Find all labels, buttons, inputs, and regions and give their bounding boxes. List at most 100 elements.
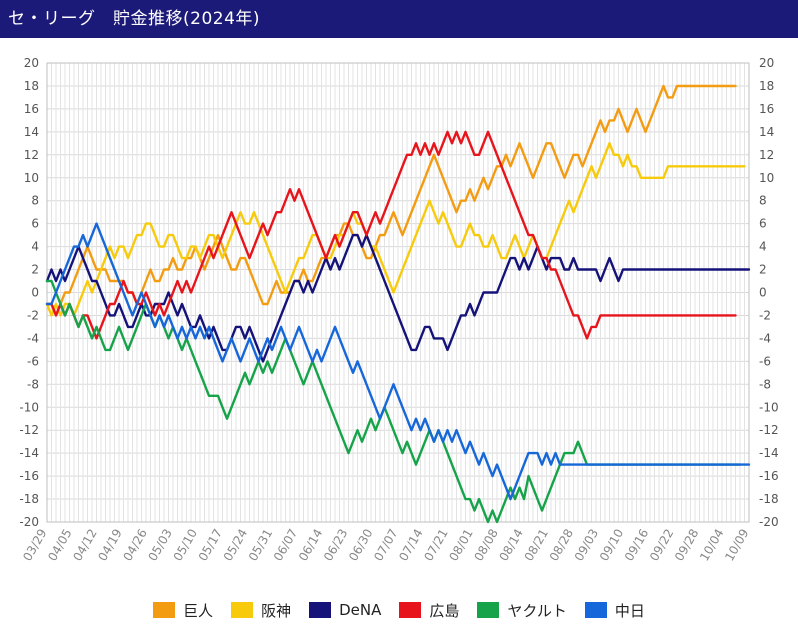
- y-tick-label-left: -12: [19, 423, 39, 437]
- y-tick-label-right: -12: [759, 423, 779, 437]
- y-tick-label-left: 4: [31, 240, 39, 254]
- y-tick-label-right: -4: [759, 331, 771, 345]
- x-tick-label: 09/10: [597, 527, 626, 564]
- y-tick-label-right: -10: [759, 400, 779, 414]
- series-lines: [45, 84, 751, 524]
- series-line-広島: [45, 130, 737, 340]
- x-tick-label: 06/14: [296, 527, 325, 564]
- legend-label: ヤクルト: [507, 601, 567, 620]
- legend-swatch: [584, 602, 607, 618]
- y-tick-label-right: 20: [759, 56, 774, 70]
- legend-swatch: [309, 602, 332, 618]
- x-tick-label: 07/07: [371, 527, 400, 564]
- y-tick-label-left: 20: [24, 56, 39, 70]
- x-tick-label: 05/03: [146, 527, 175, 564]
- y-tick-label-left: -4: [27, 331, 39, 345]
- y-tick-label-right: 10: [759, 171, 774, 185]
- x-tick-label: 04/26: [120, 527, 149, 564]
- series-line-DeNA: [45, 233, 751, 363]
- y-tick-label-right: -6: [759, 354, 771, 368]
- y-tick-label-right: 0: [759, 286, 767, 300]
- y-tick-label-right: 14: [759, 125, 774, 139]
- series-line-巨人: [45, 84, 737, 317]
- y-tick-label-left: 0: [31, 286, 39, 300]
- y-tick-label-left: 10: [24, 171, 39, 185]
- legend-item-giants: 巨人: [153, 600, 213, 621]
- x-tick-label: 06/07: [271, 527, 300, 564]
- x-axis: 03/2904/0504/1204/1904/2605/0305/1005/17…: [20, 527, 751, 564]
- x-tick-label: 06/30: [346, 527, 375, 564]
- y-tick-label-left: 18: [24, 79, 39, 93]
- series-line-阪神: [45, 142, 746, 317]
- y-tick-label-left: -20: [19, 515, 39, 529]
- grid: [46, 62, 750, 523]
- legend-swatch: [399, 602, 422, 618]
- y-tick-label-right: -2: [759, 308, 771, 322]
- y-tick-label-right: 16: [759, 102, 774, 116]
- legend-item-dena: DeNA: [309, 601, 381, 619]
- y-tick-label-left: 14: [24, 125, 39, 139]
- legend-label: 阪神: [261, 601, 292, 620]
- legend-item-dragons: 中日: [584, 600, 645, 621]
- x-tick-label: 05/24: [221, 527, 250, 564]
- x-tick-label: 05/17: [196, 527, 225, 564]
- y-tick-label-left: 2: [31, 263, 39, 277]
- legend-label: 広島: [429, 601, 460, 620]
- x-tick-label: 08/01: [446, 527, 475, 564]
- chart-title: セ・リーグ 貯金推移(2024年): [8, 9, 261, 29]
- y-tick-label-right: 8: [759, 194, 767, 208]
- y-tick-label-left: -18: [19, 492, 39, 506]
- x-tick-label: 09/22: [647, 527, 676, 564]
- x-tick-label: 08/28: [547, 527, 576, 564]
- y-tick-label-right: 6: [759, 217, 767, 231]
- y-tick-label-left: 12: [24, 148, 39, 162]
- x-tick-label: 08/21: [522, 527, 551, 564]
- x-tick-label: 07/14: [396, 527, 425, 564]
- x-tick-label: 08/08: [471, 527, 500, 564]
- legend-label: 巨人: [183, 601, 214, 620]
- y-tick-label-right: -16: [759, 469, 779, 483]
- y-tick-label-right: 2: [759, 263, 767, 277]
- x-tick-label: 10/09: [722, 527, 751, 564]
- x-tick-label: 05/10: [171, 527, 200, 564]
- legend-item-tigers: 阪神: [231, 600, 291, 621]
- y-tick-label-right: 18: [759, 79, 774, 93]
- y-tick-label-left: -6: [27, 354, 39, 368]
- x-tick-label: 09/16: [622, 527, 651, 564]
- y-tick-label-right: 4: [759, 240, 767, 254]
- y-tick-label-right: -14: [759, 446, 779, 460]
- legend-swatch: [153, 602, 176, 618]
- x-tick-label: 10/04: [697, 527, 726, 564]
- x-tick-label: 04/05: [45, 527, 74, 564]
- y-tick-label-left: -14: [19, 446, 39, 460]
- x-tick-label: 07/21: [421, 527, 450, 564]
- x-tick-label: 04/12: [70, 527, 99, 564]
- legend-label: DeNA: [339, 601, 382, 619]
- y-tick-label-left: -8: [27, 377, 39, 391]
- y-tick-label-left: -2: [27, 308, 39, 322]
- y-tick-label-left: 16: [24, 102, 39, 116]
- legend-item-carp: 広島: [399, 600, 459, 621]
- header-bar: セ・リーグ 貯金推移(2024年): [0, 0, 798, 38]
- x-tick-label: 09/28: [672, 527, 701, 564]
- legend: 巨人 阪神 DeNA 広島 ヤクルト 中日: [0, 596, 798, 624]
- y-tick-label-left: -16: [19, 469, 39, 483]
- x-tick-label: 09/03: [572, 527, 601, 564]
- legend-item-swallows: ヤクルト: [477, 600, 567, 621]
- y-tick-label-left: -10: [19, 400, 39, 414]
- plot-frame: [46, 62, 750, 523]
- series-line-中日: [45, 222, 751, 501]
- legend-label: 中日: [614, 601, 645, 620]
- y-tick-label-right: -20: [759, 515, 779, 529]
- x-tick-label: 05/31: [246, 527, 275, 564]
- y-tick-label-right: 12: [759, 148, 774, 162]
- legend-swatch: [231, 602, 254, 618]
- x-tick-label: 03/29: [20, 527, 49, 564]
- x-tick-label: 04/19: [95, 527, 124, 564]
- line-chart: 20181614121086420-2-4-6-8-10-12-14-16-18…: [19, 56, 779, 564]
- y-axis-left: 20181614121086420-2-4-6-8-10-12-14-16-18…: [19, 56, 39, 529]
- y-tick-label-right: -18: [759, 492, 779, 506]
- y-axis-right: 20181614121086420-2-4-6-8-10-12-14-16-18…: [759, 56, 779, 529]
- y-tick-label-left: 8: [31, 194, 39, 208]
- y-tick-label-right: -8: [759, 377, 771, 391]
